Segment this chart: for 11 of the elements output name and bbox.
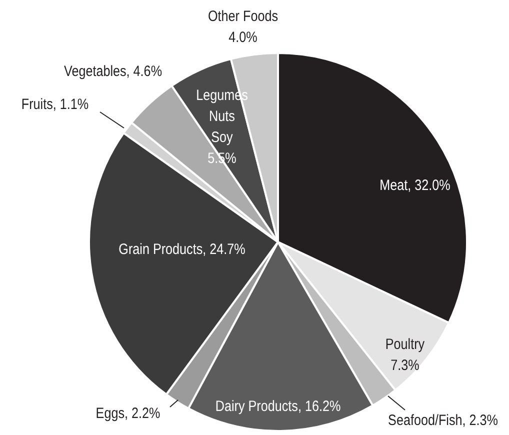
slice-label: Grain Products, 24.7% xyxy=(118,240,246,258)
slice-label: Other Foods xyxy=(208,7,278,24)
data-label: 4.0% xyxy=(228,28,258,46)
slice-label: Vegetables, 4.6% xyxy=(64,62,162,80)
data-label: 7.3% xyxy=(390,356,420,374)
slice-label: Poultry xyxy=(385,335,425,352)
slice-label: Seafood/Fish, 2.3% xyxy=(388,411,498,428)
slice-label: Dairy Products, 16.2% xyxy=(215,397,341,414)
slice-label: Meat, 32.0% xyxy=(380,176,450,194)
slice-label: Fruits, 1.1% xyxy=(21,95,89,112)
slice-label: Eggs, 2.2% xyxy=(96,404,160,422)
